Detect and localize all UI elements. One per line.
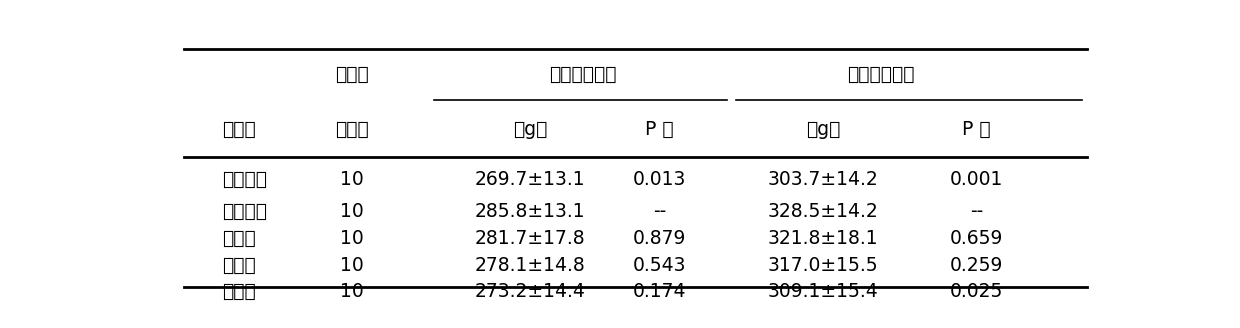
Text: 0.025: 0.025 (950, 282, 1003, 301)
Text: 实验周末体重: 实验周末体重 (847, 65, 914, 84)
Text: 10: 10 (340, 170, 363, 189)
Text: （g）: （g） (806, 119, 839, 138)
Text: 10: 10 (340, 202, 363, 221)
Text: 空白对照: 空白对照 (222, 170, 268, 189)
Text: 第三周末体重: 第三周末体重 (549, 65, 616, 84)
Text: 剂量组: 剂量组 (222, 119, 255, 138)
Text: 285.8±13.1: 285.8±13.1 (475, 202, 585, 221)
Text: P 值: P 值 (645, 119, 673, 138)
Text: 328.5±14.2: 328.5±14.2 (768, 202, 878, 221)
Text: 低剂量: 低剂量 (222, 229, 255, 248)
Text: 0.543: 0.543 (632, 256, 686, 275)
Text: 模型对照: 模型对照 (222, 202, 268, 221)
Text: 高剂量: 高剂量 (222, 282, 255, 301)
Text: 309.1±15.4: 309.1±15.4 (768, 282, 878, 301)
Text: 10: 10 (340, 282, 363, 301)
Text: 中剂量: 中剂量 (222, 256, 255, 275)
Text: 278.1±14.8: 278.1±14.8 (475, 256, 585, 275)
Text: 0.259: 0.259 (950, 256, 1003, 275)
Text: 10: 10 (340, 256, 363, 275)
Text: 269.7±13.1: 269.7±13.1 (475, 170, 585, 189)
Text: 0.001: 0.001 (950, 170, 1003, 189)
Text: 317.0±15.5: 317.0±15.5 (768, 256, 878, 275)
Text: --: -- (970, 202, 983, 221)
Text: （只）: （只） (335, 119, 368, 138)
Text: 303.7±14.2: 303.7±14.2 (768, 170, 878, 189)
Text: 321.8±18.1: 321.8±18.1 (768, 229, 878, 248)
Text: P 值: P 值 (962, 119, 991, 138)
Text: 10: 10 (340, 229, 363, 248)
Text: 0.013: 0.013 (632, 170, 686, 189)
Text: 281.7±17.8: 281.7±17.8 (475, 229, 585, 248)
Text: 0.659: 0.659 (950, 229, 1003, 248)
Text: 动物数: 动物数 (335, 65, 368, 84)
Text: 273.2±14.4: 273.2±14.4 (475, 282, 585, 301)
Text: 0.174: 0.174 (632, 282, 686, 301)
Text: --: -- (653, 202, 666, 221)
Text: 0.879: 0.879 (632, 229, 686, 248)
Text: （g）: （g） (512, 119, 547, 138)
